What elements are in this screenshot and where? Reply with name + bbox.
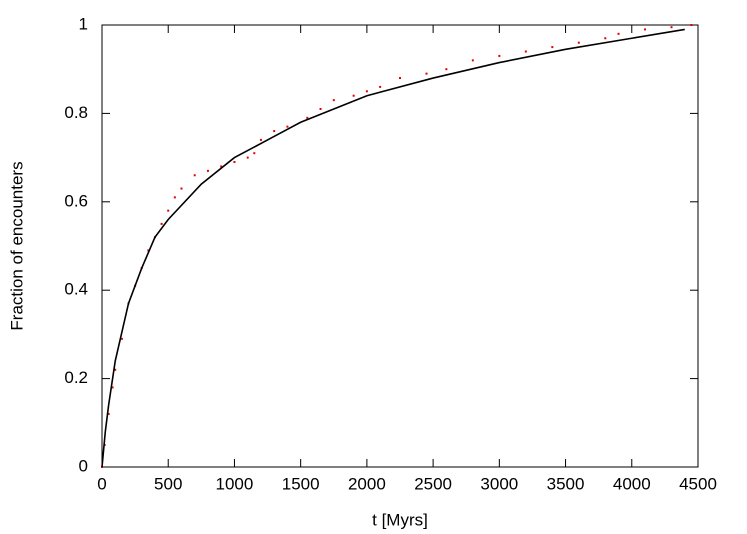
y-tick-label: 0.6 bbox=[64, 191, 88, 210]
data-point bbox=[259, 138, 262, 141]
data-point bbox=[180, 187, 183, 190]
data-point bbox=[120, 337, 123, 340]
data-point bbox=[206, 169, 209, 172]
y-tick-label: 0 bbox=[79, 456, 88, 475]
x-tick-label: 1000 bbox=[216, 474, 254, 493]
data-point bbox=[577, 41, 580, 44]
x-tick-label: 2000 bbox=[348, 474, 386, 493]
data-point bbox=[524, 50, 527, 53]
data-point bbox=[471, 59, 474, 62]
x-tick-label: 0 bbox=[97, 474, 106, 493]
data-point bbox=[551, 46, 554, 49]
data-point bbox=[233, 161, 236, 164]
x-tick-label: 4000 bbox=[613, 474, 651, 493]
data-point bbox=[644, 28, 647, 31]
data-point bbox=[379, 85, 382, 88]
data-point bbox=[253, 152, 256, 155]
y-tick-label: 0.8 bbox=[64, 103, 88, 122]
plot-frame bbox=[101, 24, 699, 468]
data-point bbox=[193, 174, 196, 177]
data-point bbox=[365, 90, 368, 93]
data-point bbox=[273, 130, 276, 133]
data-point bbox=[167, 209, 170, 212]
data-point bbox=[399, 77, 401, 80]
data-point bbox=[498, 54, 501, 57]
data-point bbox=[425, 72, 428, 75]
data-point bbox=[306, 116, 309, 119]
y-tick-label: 1 bbox=[79, 14, 88, 33]
data-point bbox=[690, 24, 693, 26]
data-point bbox=[332, 99, 335, 102]
data-point bbox=[111, 386, 114, 389]
data-point bbox=[352, 94, 355, 97]
x-tick-label: 1500 bbox=[282, 474, 320, 493]
x-tick-label: 500 bbox=[154, 474, 182, 493]
data-point bbox=[286, 125, 289, 128]
x-tick-label: 3000 bbox=[480, 474, 518, 493]
data-point bbox=[220, 165, 223, 168]
y-axis-label: Fraction of encounters bbox=[7, 161, 26, 330]
data-point bbox=[114, 368, 117, 371]
data-point bbox=[246, 156, 249, 159]
data-point bbox=[147, 249, 150, 252]
data-point bbox=[604, 37, 607, 40]
data-point bbox=[319, 107, 322, 110]
data-point bbox=[670, 26, 673, 29]
data-point bbox=[160, 222, 163, 225]
data-point bbox=[445, 68, 448, 71]
x-axis-label: t [Myrs] bbox=[372, 510, 428, 529]
x-tick-label: 4500 bbox=[679, 474, 717, 493]
data-point bbox=[173, 196, 176, 199]
y-tick-label: 0.4 bbox=[64, 280, 88, 299]
y-tick-label: 0.2 bbox=[64, 368, 88, 387]
data-point bbox=[617, 32, 620, 35]
data-point bbox=[107, 412, 110, 415]
fit-line bbox=[101, 28, 685, 468]
x-tick-label: 2500 bbox=[414, 474, 452, 493]
x-tick-label: 3500 bbox=[547, 474, 585, 493]
